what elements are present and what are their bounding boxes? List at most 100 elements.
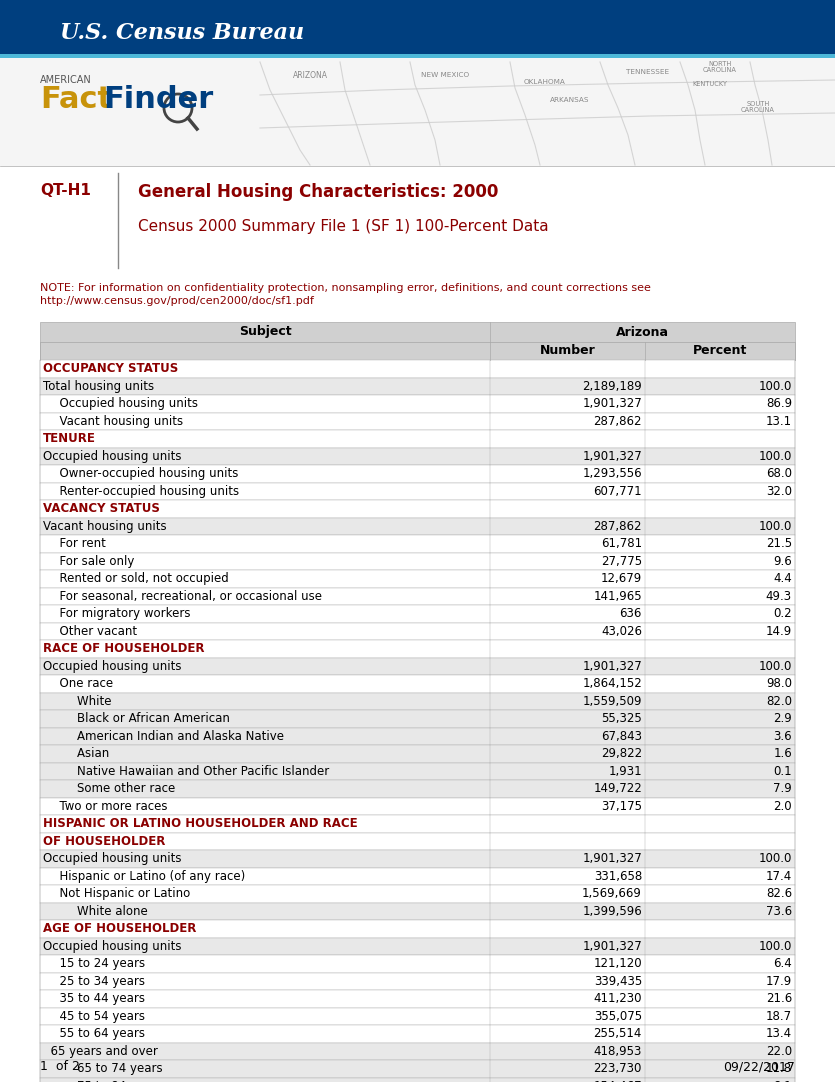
- Bar: [40, 815, 795, 832]
- Bar: [40, 412, 795, 430]
- Bar: [40, 1078, 795, 1082]
- Text: 100.0: 100.0: [759, 660, 792, 673]
- Text: ARIZONA: ARIZONA: [292, 70, 327, 79]
- Text: 100.0: 100.0: [759, 940, 792, 953]
- Text: Occupied housing units: Occupied housing units: [43, 450, 181, 463]
- Bar: [40, 920, 795, 937]
- Text: 100.0: 100.0: [759, 380, 792, 393]
- Text: 67,843: 67,843: [601, 729, 642, 742]
- Text: 0.2: 0.2: [773, 607, 792, 620]
- Bar: [40, 517, 795, 535]
- Text: Two or more races: Two or more races: [52, 800, 168, 813]
- Text: 35 to 44 years: 35 to 44 years: [52, 992, 145, 1005]
- Text: Subject: Subject: [239, 326, 291, 339]
- Bar: [40, 885, 795, 902]
- Text: 11.8: 11.8: [766, 1063, 792, 1076]
- Text: 141,965: 141,965: [594, 590, 642, 603]
- Text: Other vacant: Other vacant: [52, 624, 137, 637]
- Text: 636: 636: [620, 607, 642, 620]
- Text: Black or African American: Black or African American: [62, 712, 230, 725]
- Text: 45 to 54 years: 45 to 54 years: [52, 1010, 145, 1022]
- Text: 82.0: 82.0: [766, 695, 792, 708]
- Text: RACE OF HOUSEHOLDER: RACE OF HOUSEHOLDER: [43, 643, 205, 656]
- Text: HISPANIC OR LATINO HOUSEHOLDER AND RACE: HISPANIC OR LATINO HOUSEHOLDER AND RACE: [43, 817, 357, 830]
- Text: 411,230: 411,230: [594, 992, 642, 1005]
- Text: Census 2000 Summary File 1 (SF 1) 100-Percent Data: Census 2000 Summary File 1 (SF 1) 100-Pe…: [138, 219, 549, 234]
- Text: http://www.census.gov/prod/cen2000/doc/sf1.pdf: http://www.census.gov/prod/cen2000/doc/s…: [40, 296, 314, 306]
- Text: General Housing Characteristics: 2000: General Housing Characteristics: 2000: [138, 183, 498, 201]
- Text: 32.0: 32.0: [766, 485, 792, 498]
- Bar: [40, 1042, 795, 1060]
- Text: 17.9: 17.9: [766, 975, 792, 988]
- Text: 1,901,327: 1,901,327: [582, 940, 642, 953]
- Text: 1.6: 1.6: [773, 748, 792, 761]
- Text: 1,569,669: 1,569,669: [582, 887, 642, 900]
- Text: 100.0: 100.0: [759, 450, 792, 463]
- Text: 1,901,327: 1,901,327: [582, 397, 642, 410]
- Text: 22.0: 22.0: [766, 1045, 792, 1058]
- Bar: [40, 937, 795, 955]
- Text: 1,399,596: 1,399,596: [582, 905, 642, 918]
- Text: 37,175: 37,175: [601, 800, 642, 813]
- Text: 1  of 2: 1 of 2: [40, 1060, 80, 1073]
- Text: 13.4: 13.4: [766, 1027, 792, 1040]
- Text: For rent: For rent: [52, 538, 106, 551]
- Text: Occupied housing units: Occupied housing units: [43, 940, 181, 953]
- Text: Percent: Percent: [693, 344, 747, 357]
- Bar: [0, 54, 835, 58]
- Text: Fact: Fact: [40, 85, 112, 115]
- Text: 1,559,509: 1,559,509: [583, 695, 642, 708]
- Text: One race: One race: [52, 677, 113, 690]
- Text: 9.6: 9.6: [773, 555, 792, 568]
- Text: 1,901,327: 1,901,327: [582, 853, 642, 866]
- Text: 154,467: 154,467: [594, 1080, 642, 1082]
- Text: 1,901,327: 1,901,327: [582, 450, 642, 463]
- Text: U.S. Census Bureau: U.S. Census Bureau: [60, 22, 304, 44]
- Text: 2.0: 2.0: [773, 800, 792, 813]
- Text: American Indian and Alaska Native: American Indian and Alaska Native: [62, 729, 284, 742]
- Text: 6.4: 6.4: [773, 958, 792, 971]
- Bar: [40, 500, 795, 517]
- Bar: [40, 378, 795, 395]
- Text: Renter-occupied housing units: Renter-occupied housing units: [52, 485, 239, 498]
- Text: 355,075: 355,075: [594, 1010, 642, 1022]
- Text: QT-H1: QT-H1: [40, 183, 91, 198]
- Bar: [40, 658, 795, 675]
- Text: Occupied housing units: Occupied housing units: [52, 397, 198, 410]
- Text: 331,658: 331,658: [594, 870, 642, 883]
- Text: NEW MEXICO: NEW MEXICO: [421, 72, 469, 78]
- Text: Vacant housing units: Vacant housing units: [43, 519, 167, 532]
- Text: Not Hispanic or Latino: Not Hispanic or Latino: [52, 887, 190, 900]
- Text: 3.6: 3.6: [773, 729, 792, 742]
- Text: Native Hawaiian and Other Pacific Islander: Native Hawaiian and Other Pacific Island…: [62, 765, 329, 778]
- Text: AGE OF HOUSEHOLDER: AGE OF HOUSEHOLDER: [43, 922, 196, 935]
- Text: 73.6: 73.6: [766, 905, 792, 918]
- Text: 1,293,556: 1,293,556: [582, 467, 642, 480]
- Text: 09/22/2017: 09/22/2017: [723, 1060, 795, 1073]
- Bar: [40, 850, 795, 868]
- Bar: [40, 588, 795, 605]
- Bar: [40, 692, 795, 710]
- Text: 55 to 64 years: 55 to 64 years: [52, 1027, 145, 1040]
- Text: AMERICAN: AMERICAN: [40, 75, 92, 85]
- Bar: [40, 1007, 795, 1025]
- Text: White: White: [62, 695, 112, 708]
- Text: 12,679: 12,679: [600, 572, 642, 585]
- Text: 18.7: 18.7: [766, 1010, 792, 1022]
- Text: Vacant housing units: Vacant housing units: [52, 414, 183, 427]
- Text: 17.4: 17.4: [766, 870, 792, 883]
- Text: 21.6: 21.6: [766, 992, 792, 1005]
- Text: 1,901,327: 1,901,327: [582, 660, 642, 673]
- Text: NORTH
CAROLINA: NORTH CAROLINA: [703, 61, 737, 74]
- Bar: [40, 483, 795, 500]
- Text: ARKANSAS: ARKANSAS: [550, 97, 590, 103]
- Text: 287,862: 287,862: [594, 414, 642, 427]
- Text: TENNESSEE: TENNESSEE: [626, 69, 670, 75]
- Bar: [40, 360, 795, 378]
- Text: White alone: White alone: [62, 905, 148, 918]
- Text: Hispanic or Latino (of any race): Hispanic or Latino (of any race): [52, 870, 245, 883]
- Text: 43,026: 43,026: [601, 624, 642, 637]
- Bar: [0, 58, 835, 166]
- Text: OKLAHOMA: OKLAHOMA: [524, 79, 566, 85]
- Bar: [40, 622, 795, 639]
